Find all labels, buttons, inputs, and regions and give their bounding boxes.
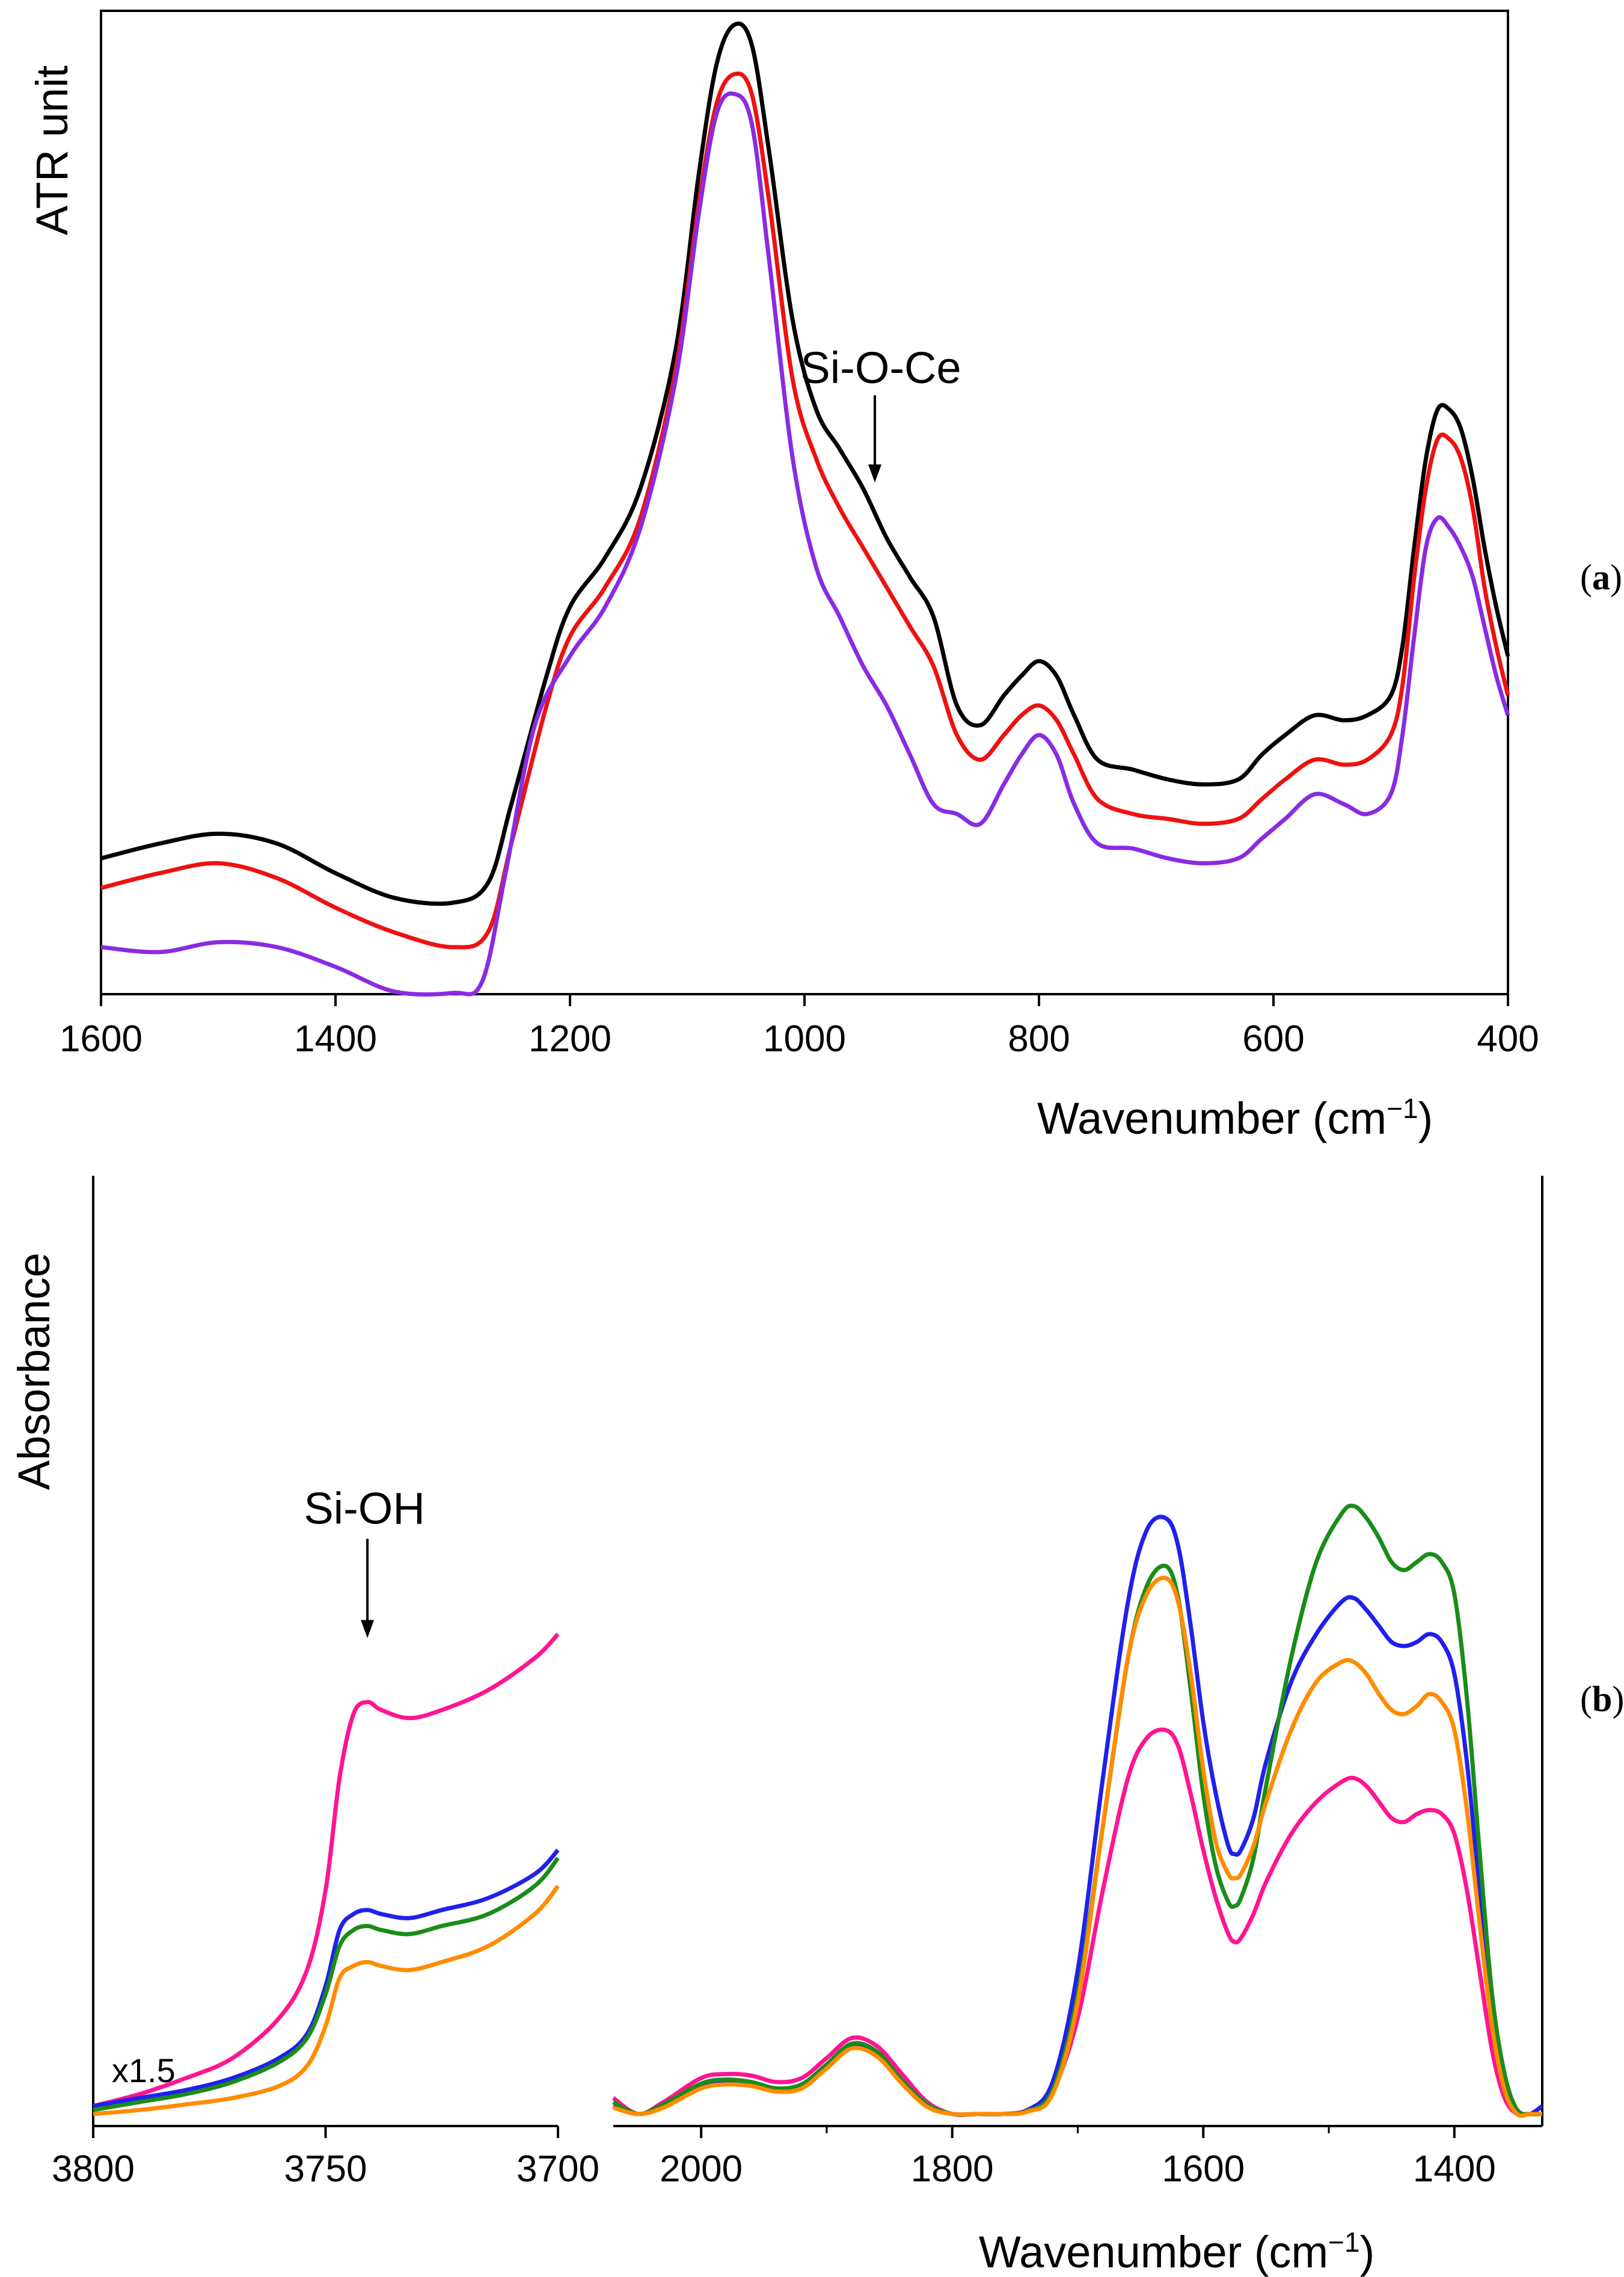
panel-b-x-axis-title-close: )	[1360, 2227, 1375, 2277]
panel-a-x-tick-label-6: 400	[1477, 1018, 1539, 1060]
panel-a-x-tick-label-5: 600	[1242, 1018, 1304, 1060]
panel-b-annotations: Si-OH x1.5	[112, 1484, 425, 2089]
panel-a-curves	[100, 21, 1510, 997]
panel-a-label-letter: a	[1592, 558, 1610, 597]
panel-b-seg0-series-3-line	[93, 1884, 560, 2116]
panel-a-series-2-line	[100, 91, 1510, 997]
panel-a-x-tick-label-2: 1200	[529, 1018, 611, 1060]
panel-b-seg1-x-tick-label-2: 1600	[1162, 2148, 1245, 2190]
panel-b-x-axis-title-sup: −1	[1328, 2226, 1359, 2258]
panel-a-annotation-0: Si-O-Ce	[800, 343, 961, 393]
panel-a-x-tick-label-0: 1600	[60, 1018, 142, 1060]
panel-a-annotations: Si-O-Ce	[800, 343, 961, 483]
panel-b-label: (b)	[1580, 1679, 1624, 1719]
panel-b-seg1-x-tick-label-0: 2000	[660, 2148, 743, 2190]
panel-a-x-tick-label-1: 1400	[294, 1018, 377, 1060]
panel-a-annotation-0-arrow-head	[868, 464, 881, 483]
panel-b-seg0-series-0-line	[93, 1632, 560, 2109]
panel-a-x-axis-title: Wavenumber (cm−1)	[1037, 1093, 1433, 1143]
panel-b-seg0-x-tick-label-2: 3700	[516, 2148, 599, 2190]
panel-a-x-axis-title-close: )	[1418, 1093, 1433, 1143]
panel-b-frame	[92, 1176, 1543, 2127]
panel-a-series-1-line	[100, 71, 1510, 950]
panel-b-curves	[93, 1504, 1544, 2118]
panel-a-x-axis-title-sup: −1	[1387, 1093, 1418, 1124]
panel-b-x-axis-title-main: Wavenumber (cm	[979, 2227, 1328, 2277]
panel-a: 1600 1400 1200 1000 800 600 400 ATR unit Waven…	[27, 10, 1622, 1143]
panel-b-seg1-x-tick-label-1: 1800	[911, 2148, 994, 2190]
panel-b-seg1-series-0-line	[611, 1727, 1542, 2118]
panel-b-seg1-series-1-line	[612, 1514, 1544, 2117]
panel-b: 3800 3750 3700 2000 1800 1600 1400 Absorbance …	[9, 1176, 1624, 2277]
panel-b-seg0-series-2-line	[93, 1857, 560, 2112]
panel-b-label-letter: b	[1592, 1679, 1612, 1719]
panel-b-seg1-series-2-line	[612, 1504, 1543, 2117]
panel-a-x-tick-label-3: 1000	[763, 1018, 846, 1060]
panel-b-seg0-x-tick-label-0: 3800	[52, 2148, 135, 2190]
panel-a-label: (a)	[1580, 558, 1622, 597]
panel-b-annotation-si-oh-arrow-head	[361, 1620, 375, 1638]
panel-b-seg1-x-tick-label-3: 1400	[1413, 2148, 1496, 2190]
panel-a-y-axis-title: ATR unit	[27, 65, 77, 235]
panel-b-seg1-series-3-line	[613, 1576, 1542, 2118]
panel-a-x-tick-label-4: 800	[1008, 1018, 1070, 1060]
panel-a-x-ticks: 1600 1400 1200 1000 800 600 400	[60, 994, 1539, 1060]
panel-b-y-axis-title: Absorbance	[9, 1253, 59, 1490]
panel-b-annotation-scale: x1.5	[112, 2051, 176, 2089]
panel-a-frame	[100, 10, 1509, 995]
panel-b-seg0-series-1-line	[93, 1848, 560, 2109]
panel-b-x-axis-title: Wavenumber (cm−1)	[979, 2226, 1374, 2277]
panel-b-x-ticks: 3800 3750 3700 2000 1800 1600 1400	[52, 2126, 1496, 2190]
panel-b-seg0-x-tick-label-1: 3750	[284, 2148, 367, 2190]
panel-b-annotation-si-oh: Si-OH	[304, 1484, 424, 1534]
panel-a-x-axis-title-main: Wavenumber (cm	[1037, 1093, 1387, 1143]
